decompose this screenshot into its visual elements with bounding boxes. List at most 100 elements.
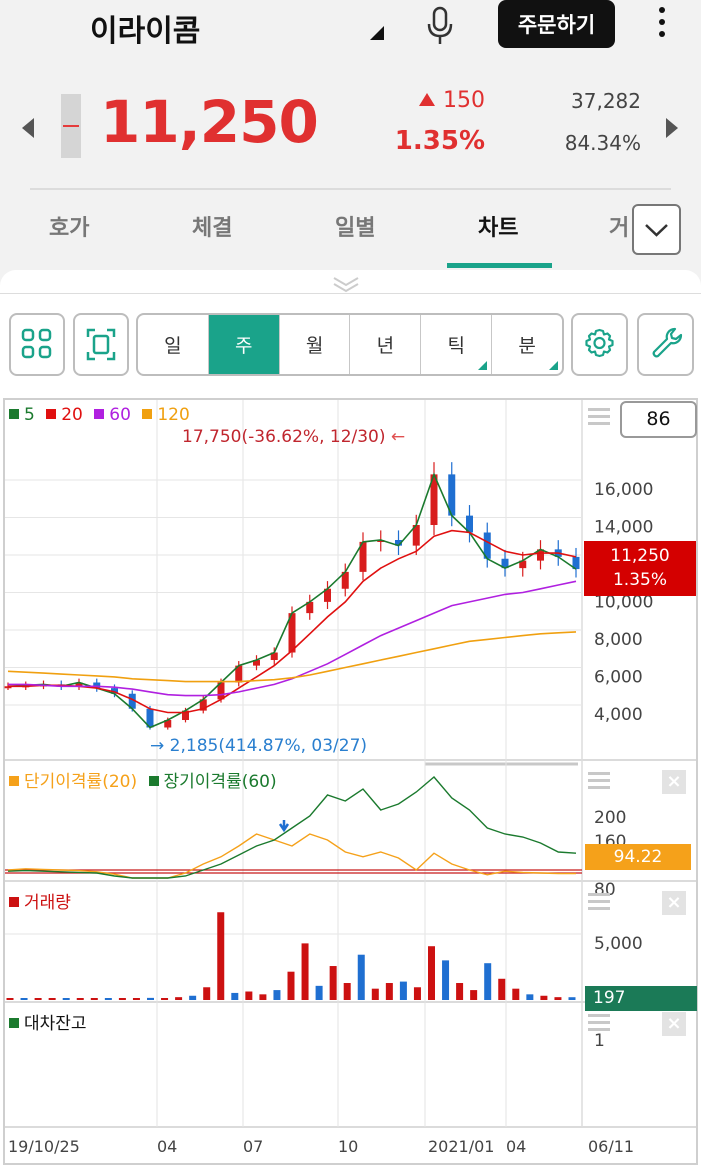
- tab-daily[interactable]: 일별: [335, 216, 376, 241]
- candle-body: [253, 660, 260, 666]
- chart-settings-button[interactable]: [571, 313, 628, 376]
- legend-swatch: [148, 776, 159, 786]
- legend-swatch: [142, 409, 153, 419]
- tab-chart[interactable]: 차트: [478, 216, 519, 241]
- tab-more[interactable]: 거: [609, 216, 630, 241]
- candle-body: [537, 549, 544, 561]
- volume-bar: [175, 997, 183, 1000]
- panel-menu-icon[interactable]: [588, 1014, 610, 1032]
- chart-panel: [0, 270, 701, 1167]
- ma-legend-item: 60: [94, 405, 131, 425]
- stock-name[interactable]: 이라이콤: [90, 14, 201, 49]
- settings-icon: [585, 328, 614, 358]
- divider: [30, 188, 671, 190]
- next-stock-arrow-icon[interactable]: [666, 118, 678, 138]
- more-vertical-icon[interactable]: [650, 4, 674, 44]
- low-annotation: → 2,185(414.87%, 03/27): [150, 736, 367, 756]
- volume-bar: [343, 983, 351, 1000]
- prev-stock-arrow-icon[interactable]: [22, 118, 34, 138]
- volume-bar: [568, 997, 576, 1000]
- ma20-line: [8, 529, 577, 714]
- ma60-line: [8, 580, 577, 697]
- short-disparity-label: 단기이격률(20): [24, 772, 138, 792]
- candle-body: [111, 688, 118, 694]
- ma5-label: 5: [24, 405, 35, 425]
- layout-grid-button[interactable]: [9, 313, 65, 376]
- quote-summary: 11,250 150 1.35% 37,282 84.34%: [0, 80, 701, 180]
- candle-count-box[interactable]: 86: [620, 401, 697, 438]
- candle-body: [324, 588, 331, 602]
- panel-menu-icon[interactable]: [588, 893, 610, 911]
- divider: [0, 293, 701, 294]
- chart-frame[interactable]: [3, 398, 698, 1165]
- high-annotation-label: 17,750(-36.62%, 12/30): [182, 427, 386, 447]
- fullscreen-button[interactable]: [73, 313, 129, 376]
- volume-bar: [273, 990, 281, 1000]
- volume-bar: [34, 998, 42, 1000]
- grid-icon: [21, 328, 52, 359]
- period-day[interactable]: 일: [138, 315, 209, 374]
- legend-swatch: [94, 409, 105, 419]
- period-week[interactable]: 주: [208, 315, 280, 374]
- volume-bar: [470, 990, 478, 1000]
- current-price-tag-value: 11,250: [610, 546, 670, 566]
- chevron-down-icon: [645, 224, 668, 237]
- volume-bar: [20, 998, 28, 1000]
- volume-bar: [259, 994, 267, 1000]
- close-panel-icon[interactable]: ×: [662, 1012, 686, 1036]
- close-panel-icon[interactable]: ×: [662, 770, 686, 794]
- candle-body: [377, 540, 385, 542]
- trade-volume: 37,282: [571, 89, 641, 113]
- volume-bar: [371, 988, 379, 1000]
- volume-bar: [189, 995, 197, 1000]
- ma-legend-item: 120: [142, 405, 190, 425]
- price-change: 150: [395, 88, 485, 113]
- candle-body: [501, 558, 509, 569]
- candle-body: [235, 665, 243, 683]
- volume-bar: [62, 998, 70, 1000]
- current-price-tag-pct: 1.35%: [612, 570, 667, 590]
- chart-tools-button[interactable]: [637, 313, 694, 376]
- long-disparity-line: [7, 776, 577, 879]
- tab-orderbook[interactable]: 호가: [49, 216, 90, 241]
- candle-body: [288, 613, 296, 653]
- period-month[interactable]: 월: [280, 315, 351, 374]
- short-disparity-line: [7, 833, 576, 879]
- ma20-label: 20: [61, 405, 83, 425]
- disparity-legend: 단기이격률(20) 장기이격률(60): [9, 767, 283, 792]
- volume-bar: [385, 983, 393, 1000]
- disparity-legend-item: 장기이격률(60): [148, 772, 277, 792]
- disparity-y-tick: 200: [594, 808, 626, 828]
- legend-swatch: [9, 1018, 19, 1028]
- disparity-current-tag: 94.22: [585, 844, 691, 870]
- volume-bar: [6, 998, 14, 1000]
- volume-legend: 거래량: [9, 888, 71, 913]
- caret-down-icon[interactable]: [370, 26, 384, 40]
- candle-body: [182, 710, 189, 720]
- period-tick[interactable]: 틱: [421, 315, 493, 374]
- ma-legend: 5 20 60 120: [9, 405, 196, 425]
- ma120-label: 120: [157, 405, 190, 425]
- x-axis-label: 04: [506, 1137, 526, 1156]
- volume-bar: [48, 998, 56, 1000]
- lending-y-tick: 1: [594, 1031, 605, 1051]
- collapse-chevron-icon[interactable]: [330, 274, 362, 294]
- microphone-icon[interactable]: [420, 4, 460, 46]
- order-button[interactable]: 주문하기: [498, 0, 615, 48]
- wrench-icon: [652, 327, 683, 358]
- ma60-label: 60: [109, 405, 131, 425]
- volume-y-tick: 5,000: [594, 934, 643, 954]
- candles: [4, 462, 580, 730]
- volume-bar: [413, 987, 421, 1000]
- close-panel-icon[interactable]: ×: [662, 891, 686, 915]
- panel-menu-icon[interactable]: [588, 772, 610, 790]
- period-year[interactable]: 년: [350, 315, 422, 374]
- volume-bar: [399, 981, 407, 1000]
- panel-menu-icon[interactable]: [588, 408, 610, 426]
- period-minute[interactable]: 분: [492, 315, 562, 374]
- volume-bar: [76, 998, 84, 1000]
- tab-trades[interactable]: 체결: [192, 216, 233, 241]
- tab-expand-button[interactable]: [632, 204, 681, 255]
- candle-body: [395, 540, 402, 546]
